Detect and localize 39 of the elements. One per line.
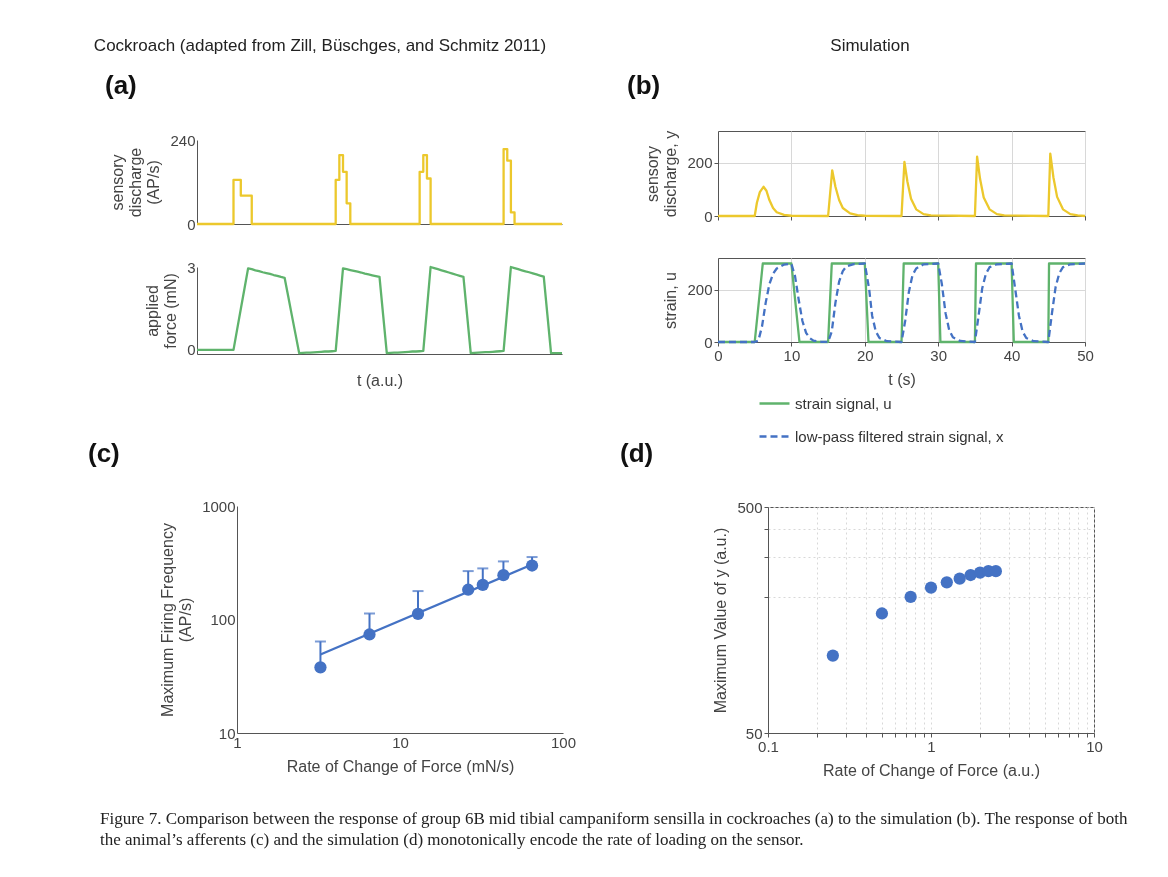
chart-subtitle: (b) xyxy=(627,70,661,101)
x-tick-label: 100 xyxy=(550,733,577,751)
y-axis-title: Maximum Value of y (a.u.) xyxy=(712,527,730,714)
y-tick-label: 0 xyxy=(187,215,196,233)
x-tick-label: 50 xyxy=(1077,346,1094,364)
y-tick-label: 200 xyxy=(687,281,713,298)
x-tick-label: 30 xyxy=(930,346,948,364)
line-series xyxy=(195,265,564,355)
chart-title: Simulation xyxy=(830,36,910,56)
x-axis-title: t (a.u.) xyxy=(356,371,404,389)
y-tick-label: 500 xyxy=(737,498,763,516)
y-tick-label: 3 xyxy=(187,258,196,276)
y-axis-title: applied force (mN) xyxy=(144,273,180,349)
y-tick-label: 0 xyxy=(704,333,713,351)
y-tick-label: 1000 xyxy=(202,497,236,515)
chart-subtitle: (a) xyxy=(105,70,137,101)
caption: Figure 7. Comparison between the response of group 6B mid tibial campaniform sensilla in cockroaches (a) to the simulation (b). The response of both the animal’s afferents (c) and the simulation (d) monotonically encode the rate of loading on the sensor. xyxy=(100,808,1129,850)
legend-label: strain signal, u xyxy=(795,394,892,412)
chart-title: (c) xyxy=(88,438,120,469)
x-tick-label: 10 xyxy=(783,346,801,364)
y-axis-title: sensory discharge, y xyxy=(644,130,680,218)
chart-title: (d) xyxy=(620,438,654,469)
x-tick-label: 10 xyxy=(392,733,409,751)
y-tick-label: 100 xyxy=(210,611,236,628)
x-axis-title: t (s) xyxy=(888,370,916,388)
chart-title: Cockroach (adapted from Zill, Büschges, and Schmitz 2011) xyxy=(93,36,547,56)
y-tick-label: 200 xyxy=(687,154,713,172)
y-axis-title: sensory discharge (AP/s) xyxy=(109,147,163,218)
x-axis-title: Rate of Change of Force (mN/s) xyxy=(286,757,515,775)
y-tick-label: 240 xyxy=(170,131,196,149)
x-axis-title: Rate of Change of Force (a.u.) xyxy=(823,761,1040,779)
x-tick-label: 10 xyxy=(1086,737,1103,755)
y-axis-title: Maximum Firing Frequency (AP/s) xyxy=(159,523,195,717)
y-tick-label: 0 xyxy=(704,207,713,225)
x-tick-label: 1 xyxy=(927,737,936,755)
y-axis-title: strain, u xyxy=(662,272,680,329)
x-tick-label: 40 xyxy=(1003,346,1021,364)
legend-label: low-pass filtered strain signal, x xyxy=(795,427,1004,445)
x-tick-label: 20 xyxy=(856,346,874,364)
